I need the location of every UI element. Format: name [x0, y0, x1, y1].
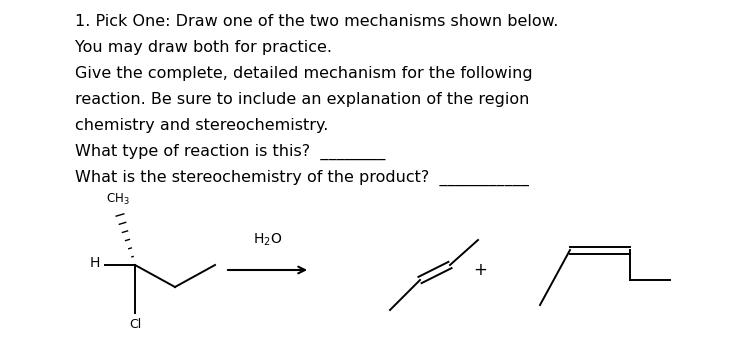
Text: Cl: Cl [129, 318, 141, 331]
Text: CH$_3$: CH$_3$ [106, 192, 130, 207]
Text: 1. Pick One: Draw one of the two mechanisms shown below.: 1. Pick One: Draw one of the two mechani… [75, 14, 558, 29]
Text: H: H [90, 256, 100, 270]
Text: reaction. Be sure to include an explanation of the region: reaction. Be sure to include an explanat… [75, 92, 530, 107]
Text: Give the complete, detailed mechanism for the following: Give the complete, detailed mechanism fo… [75, 66, 532, 81]
Text: What type of reaction is this?  ________: What type of reaction is this? ________ [75, 144, 386, 160]
Text: What is the stereochemistry of the product?  ___________: What is the stereochemistry of the produ… [75, 170, 529, 186]
Text: H$_2$O: H$_2$O [254, 232, 283, 248]
Text: You may draw both for practice.: You may draw both for practice. [75, 40, 332, 55]
Text: chemistry and stereochemistry.: chemistry and stereochemistry. [75, 118, 328, 133]
Text: +: + [473, 261, 487, 279]
